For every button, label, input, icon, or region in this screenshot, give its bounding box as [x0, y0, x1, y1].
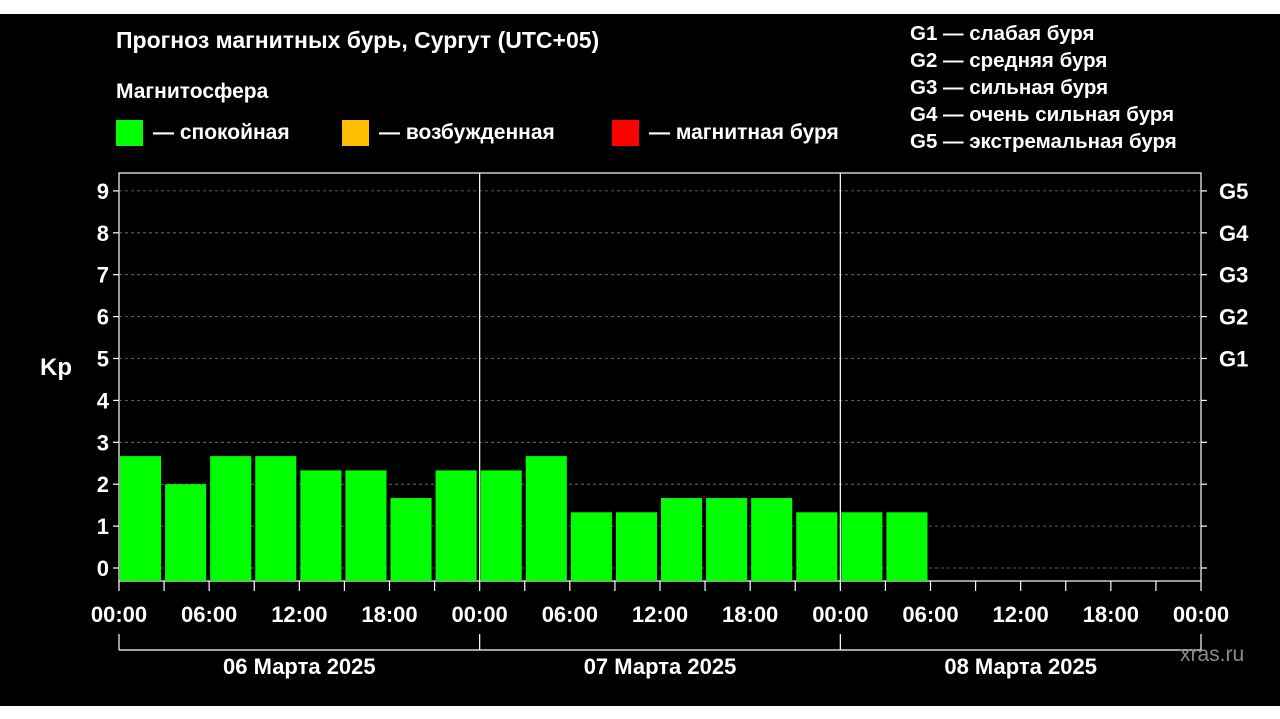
- kp-bar: [210, 456, 252, 581]
- kp-bar: [886, 512, 928, 581]
- kp-bar: [255, 456, 297, 581]
- g-scale-item: G1 — слабая буря: [910, 22, 1095, 45]
- g-scale-item: G4 — очень сильная буря: [910, 103, 1175, 126]
- legend-swatch-storm: [612, 120, 639, 146]
- x-tick-label: 00:00: [812, 602, 868, 627]
- kp-bar: [525, 456, 567, 581]
- legend-item-excited: — возбужденная: [342, 120, 555, 146]
- day-label: 07 Марта 2025: [584, 654, 737, 679]
- kp-bar: [706, 498, 748, 581]
- kp-bar: [841, 512, 883, 581]
- legend-heading: Магнитосфера: [116, 80, 269, 103]
- right-tick-label: G5: [1219, 179, 1248, 204]
- y-axis-label: Kp: [40, 354, 72, 381]
- x-tick-label: 18:00: [722, 602, 778, 627]
- x-tick-label: 12:00: [993, 602, 1049, 627]
- y-tick-label: 0: [97, 556, 109, 581]
- right-tick-label: G2: [1219, 305, 1248, 330]
- legend-label-excited: — возбужденная: [379, 121, 555, 144]
- right-tick-label: G1: [1219, 347, 1248, 372]
- legend-swatch-calm: [116, 120, 143, 146]
- kp-bar: [390, 498, 432, 581]
- kp-bar: [165, 484, 207, 581]
- kp-bar: [300, 470, 342, 581]
- kp-bar: [615, 512, 657, 581]
- x-tick-label: 18:00: [361, 602, 417, 627]
- kp-bar: [345, 470, 387, 581]
- g-scale-legend: G1 — слабая буря G2 — средняя буря G3 — …: [910, 20, 1177, 155]
- y-tick-label: 8: [97, 221, 109, 246]
- y-tick-label: 1: [97, 514, 109, 539]
- kp-bar: [661, 498, 703, 581]
- x-tick-label: 00:00: [452, 602, 508, 627]
- kp-bar: [751, 498, 793, 581]
- x-tick-label: 00:00: [91, 602, 147, 627]
- x-tick-label: 12:00: [271, 602, 327, 627]
- x-tick-label: 06:00: [542, 602, 598, 627]
- kp-bar: [480, 470, 522, 581]
- day-label: 08 Марта 2025: [944, 654, 1097, 679]
- chart-frame: [0, 14, 1280, 706]
- x-tick-label: 18:00: [1083, 602, 1139, 627]
- x-tick-label: 12:00: [632, 602, 688, 627]
- y-tick-label: 2: [97, 472, 109, 497]
- kp-bar: [570, 512, 612, 581]
- x-tick-label: 06:00: [181, 602, 237, 627]
- y-tick-label: 9: [97, 179, 109, 204]
- y-tick-label: 4: [97, 388, 110, 413]
- g-scale-item: G2 — средняя буря: [910, 49, 1108, 72]
- y-tick-label: 6: [97, 305, 109, 330]
- right-tick-label: G3: [1219, 263, 1248, 288]
- y-tick-label: 5: [97, 347, 109, 372]
- right-tick-label: G4: [1219, 221, 1249, 246]
- legend-item-calm: — спокойная: [116, 120, 290, 146]
- legend-item-storm: — магнитная буря: [612, 120, 839, 146]
- legend-label-storm: — магнитная буря: [649, 121, 839, 144]
- kp-bar: [120, 456, 162, 581]
- legend-label-calm: — спокойная: [153, 121, 290, 144]
- chart-title: Прогноз магнитных бурь, Сургут (UTC+05): [116, 27, 600, 53]
- x-tick-label: 00:00: [1173, 602, 1229, 627]
- day-label: 06 Марта 2025: [223, 654, 376, 679]
- legend-swatch-excited: [342, 120, 369, 146]
- x-tick-label: 06:00: [902, 602, 958, 627]
- y-tick-label: 7: [97, 263, 109, 288]
- g-scale-item: G5 — экстремальная буря: [910, 130, 1177, 153]
- kp-bar: [796, 512, 838, 581]
- watermark: xras.ru: [1180, 643, 1245, 666]
- kp-bar: [435, 470, 477, 581]
- g-scale-item: G3 — сильная буря: [910, 76, 1109, 99]
- y-tick-label: 3: [97, 430, 109, 455]
